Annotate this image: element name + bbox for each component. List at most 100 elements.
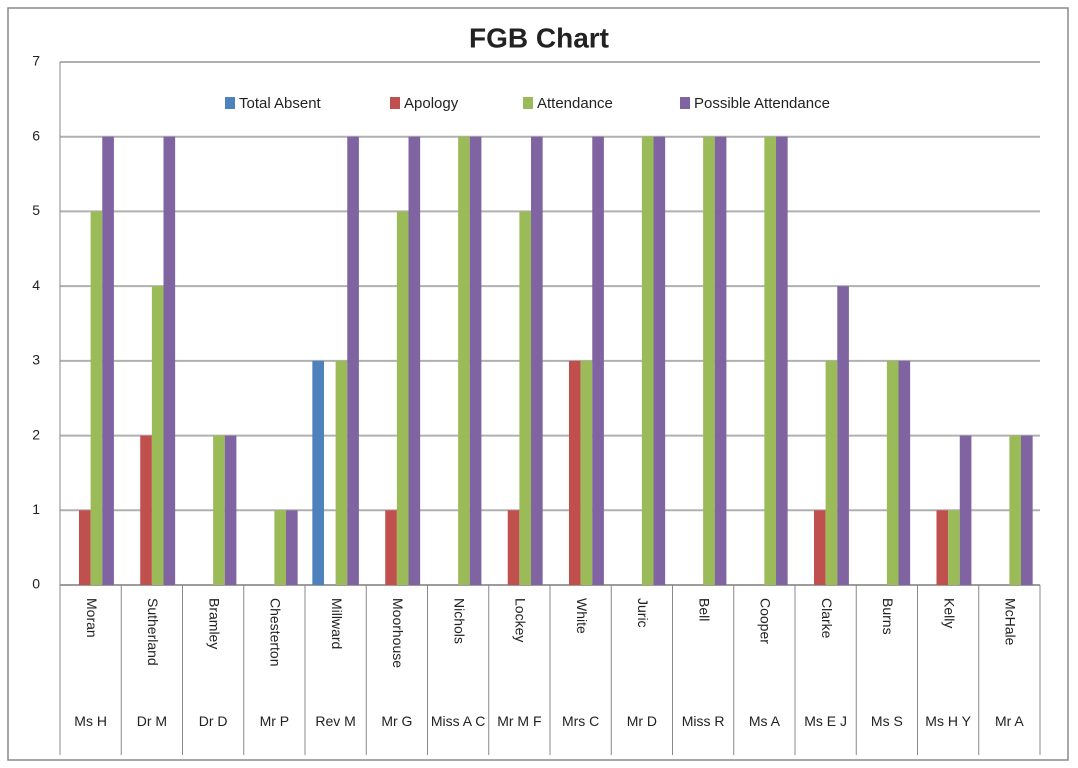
bar: [959, 435, 972, 585]
bar: [151, 286, 164, 585]
bar: [90, 211, 103, 585]
legend-swatch: [390, 97, 400, 109]
bar: [163, 136, 176, 585]
x-group-label: Dr D: [198, 713, 228, 729]
bar: [286, 510, 298, 585]
x-tick-label: Burns: [880, 598, 896, 635]
x-group-label: Mrs C: [561, 713, 600, 729]
x-tick-label: Bell: [696, 598, 712, 621]
x-group-label-box: Mr D: [626, 713, 658, 729]
x-tick-label: Nichols: [451, 598, 467, 644]
x-tick-label: Kelly: [941, 598, 957, 628]
bar: [837, 286, 849, 585]
x-group-label-box: Dr D: [198, 713, 228, 729]
x-group-label-box: Mr P: [259, 713, 290, 729]
x-group-label-box: Mrs C: [561, 713, 600, 729]
bar: [641, 136, 654, 585]
x-group-label: Dr M: [136, 713, 168, 729]
y-tick-label: 5: [32, 202, 40, 218]
bar: [140, 435, 152, 585]
bar: [347, 136, 359, 585]
bar: [776, 136, 788, 585]
legend-label: Total Absent: [239, 95, 322, 112]
legend-label: Possible Attendance: [694, 95, 830, 112]
y-tick-label: 1: [32, 501, 40, 517]
bar: [274, 510, 287, 585]
chart-title: FGB Chart: [469, 22, 609, 53]
bar: [1021, 435, 1033, 585]
x-group-label-box: Dr M: [136, 713, 168, 729]
bar: [224, 435, 237, 585]
bar: [886, 360, 899, 585]
bar: [469, 136, 482, 585]
bar: [592, 136, 604, 585]
legend-label: Attendance: [537, 95, 613, 112]
x-group-label-box: Ms H: [74, 713, 107, 729]
bar: [396, 211, 409, 585]
legend-swatch: [523, 97, 533, 109]
bar: [312, 360, 324, 585]
x-group-label-box: Miss A C: [430, 713, 486, 729]
x-group-label-box: Mr M F: [497, 713, 542, 729]
x-group-label: Mr A: [994, 713, 1024, 729]
bar: [408, 136, 421, 585]
bar: [580, 360, 593, 585]
y-tick-label: 2: [32, 426, 40, 442]
y-tick-label: 3: [32, 352, 40, 368]
x-group-label: Mr M F: [497, 713, 542, 729]
bar: [568, 360, 581, 585]
bar: [813, 510, 826, 585]
bar: [102, 136, 114, 585]
bar: [703, 136, 715, 585]
bar: [764, 136, 777, 585]
bar: [458, 136, 470, 585]
x-group-label: Mr D: [626, 713, 658, 729]
x-tick-label: White: [574, 598, 590, 634]
bar: [1009, 435, 1022, 585]
x-group-label: Ms A: [748, 713, 780, 729]
x-tick-label: Lockey: [513, 598, 529, 642]
x-group-label: Ms H Y: [925, 713, 971, 729]
x-tick-label: Moorhouse: [390, 598, 406, 668]
bar: [825, 360, 838, 585]
x-group-label: Miss A C: [430, 713, 486, 729]
x-group-label-box: Mr G: [381, 713, 413, 729]
bar: [531, 136, 543, 585]
x-group-label-box: Ms S: [870, 713, 903, 729]
x-tick-label: Cooper: [758, 598, 774, 644]
bar: [335, 360, 348, 585]
x-tick-label: Moran: [84, 598, 100, 638]
x-group-label-box: Rev M: [315, 713, 356, 729]
x-group-label-box: Ms A: [748, 713, 780, 729]
x-group-label-box: Miss R: [681, 713, 725, 729]
bar: [507, 510, 520, 585]
x-group-label: Mr G: [381, 713, 413, 729]
bar: [385, 510, 397, 585]
legend-swatch: [225, 97, 235, 109]
x-group-label: Rev M: [315, 713, 356, 729]
bar: [714, 136, 727, 585]
bar: [898, 360, 911, 585]
x-group-label: Ms E J: [804, 713, 848, 729]
bar: [519, 211, 532, 585]
legend-swatch: [680, 97, 690, 109]
legend-label: Apology: [404, 95, 459, 112]
x-tick-label: Juric: [635, 598, 651, 628]
bar: [948, 510, 960, 585]
bar: [213, 435, 225, 585]
x-tick-label: Millward: [329, 598, 345, 649]
x-group-label: Mr P: [259, 713, 290, 729]
y-tick-label: 6: [32, 127, 40, 143]
x-group-label: Ms S: [870, 713, 903, 729]
bar: [78, 510, 91, 585]
x-group-label: Miss R: [681, 713, 725, 729]
x-group-label-box: Ms H Y: [925, 713, 971, 729]
x-group-label-box: Ms E J: [804, 713, 848, 729]
x-group-label-box: Mr A: [994, 713, 1024, 729]
bar: [653, 136, 666, 585]
x-tick-label: Clarke: [819, 598, 835, 639]
x-tick-label: McHale: [1003, 598, 1019, 646]
x-group-label: Ms H: [74, 713, 107, 729]
